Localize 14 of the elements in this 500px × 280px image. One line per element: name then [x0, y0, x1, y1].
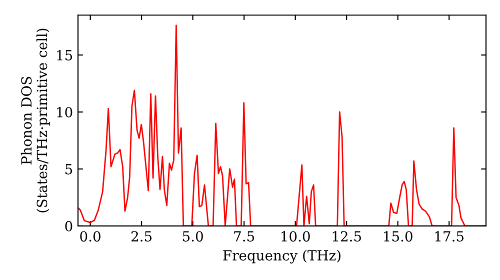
x-tick-label: 15.0 [384, 231, 412, 242]
x-tick-label: 7.5 [234, 231, 254, 242]
y-tick-label: 10 [57, 106, 72, 118]
x-tick-label: 17.5 [435, 231, 464, 242]
y-axis-title: Phonon DOS (States/THz·primitive cell) [20, 28, 50, 212]
x-tick-label: 5.0 [182, 231, 203, 242]
y-tick-label: 15 [57, 50, 72, 60]
x-axis-title: Frequency (THz) [223, 250, 340, 264]
x-tick-label: 0.0 [80, 231, 100, 242]
x-tick-label: 2.5 [131, 231, 152, 242]
y-tick-label: 0 [65, 220, 72, 232]
y-tick-label: 5 [65, 164, 72, 174]
x-tick-label: 10.0 [282, 231, 310, 242]
x-tick-label: 12.5 [332, 231, 361, 242]
